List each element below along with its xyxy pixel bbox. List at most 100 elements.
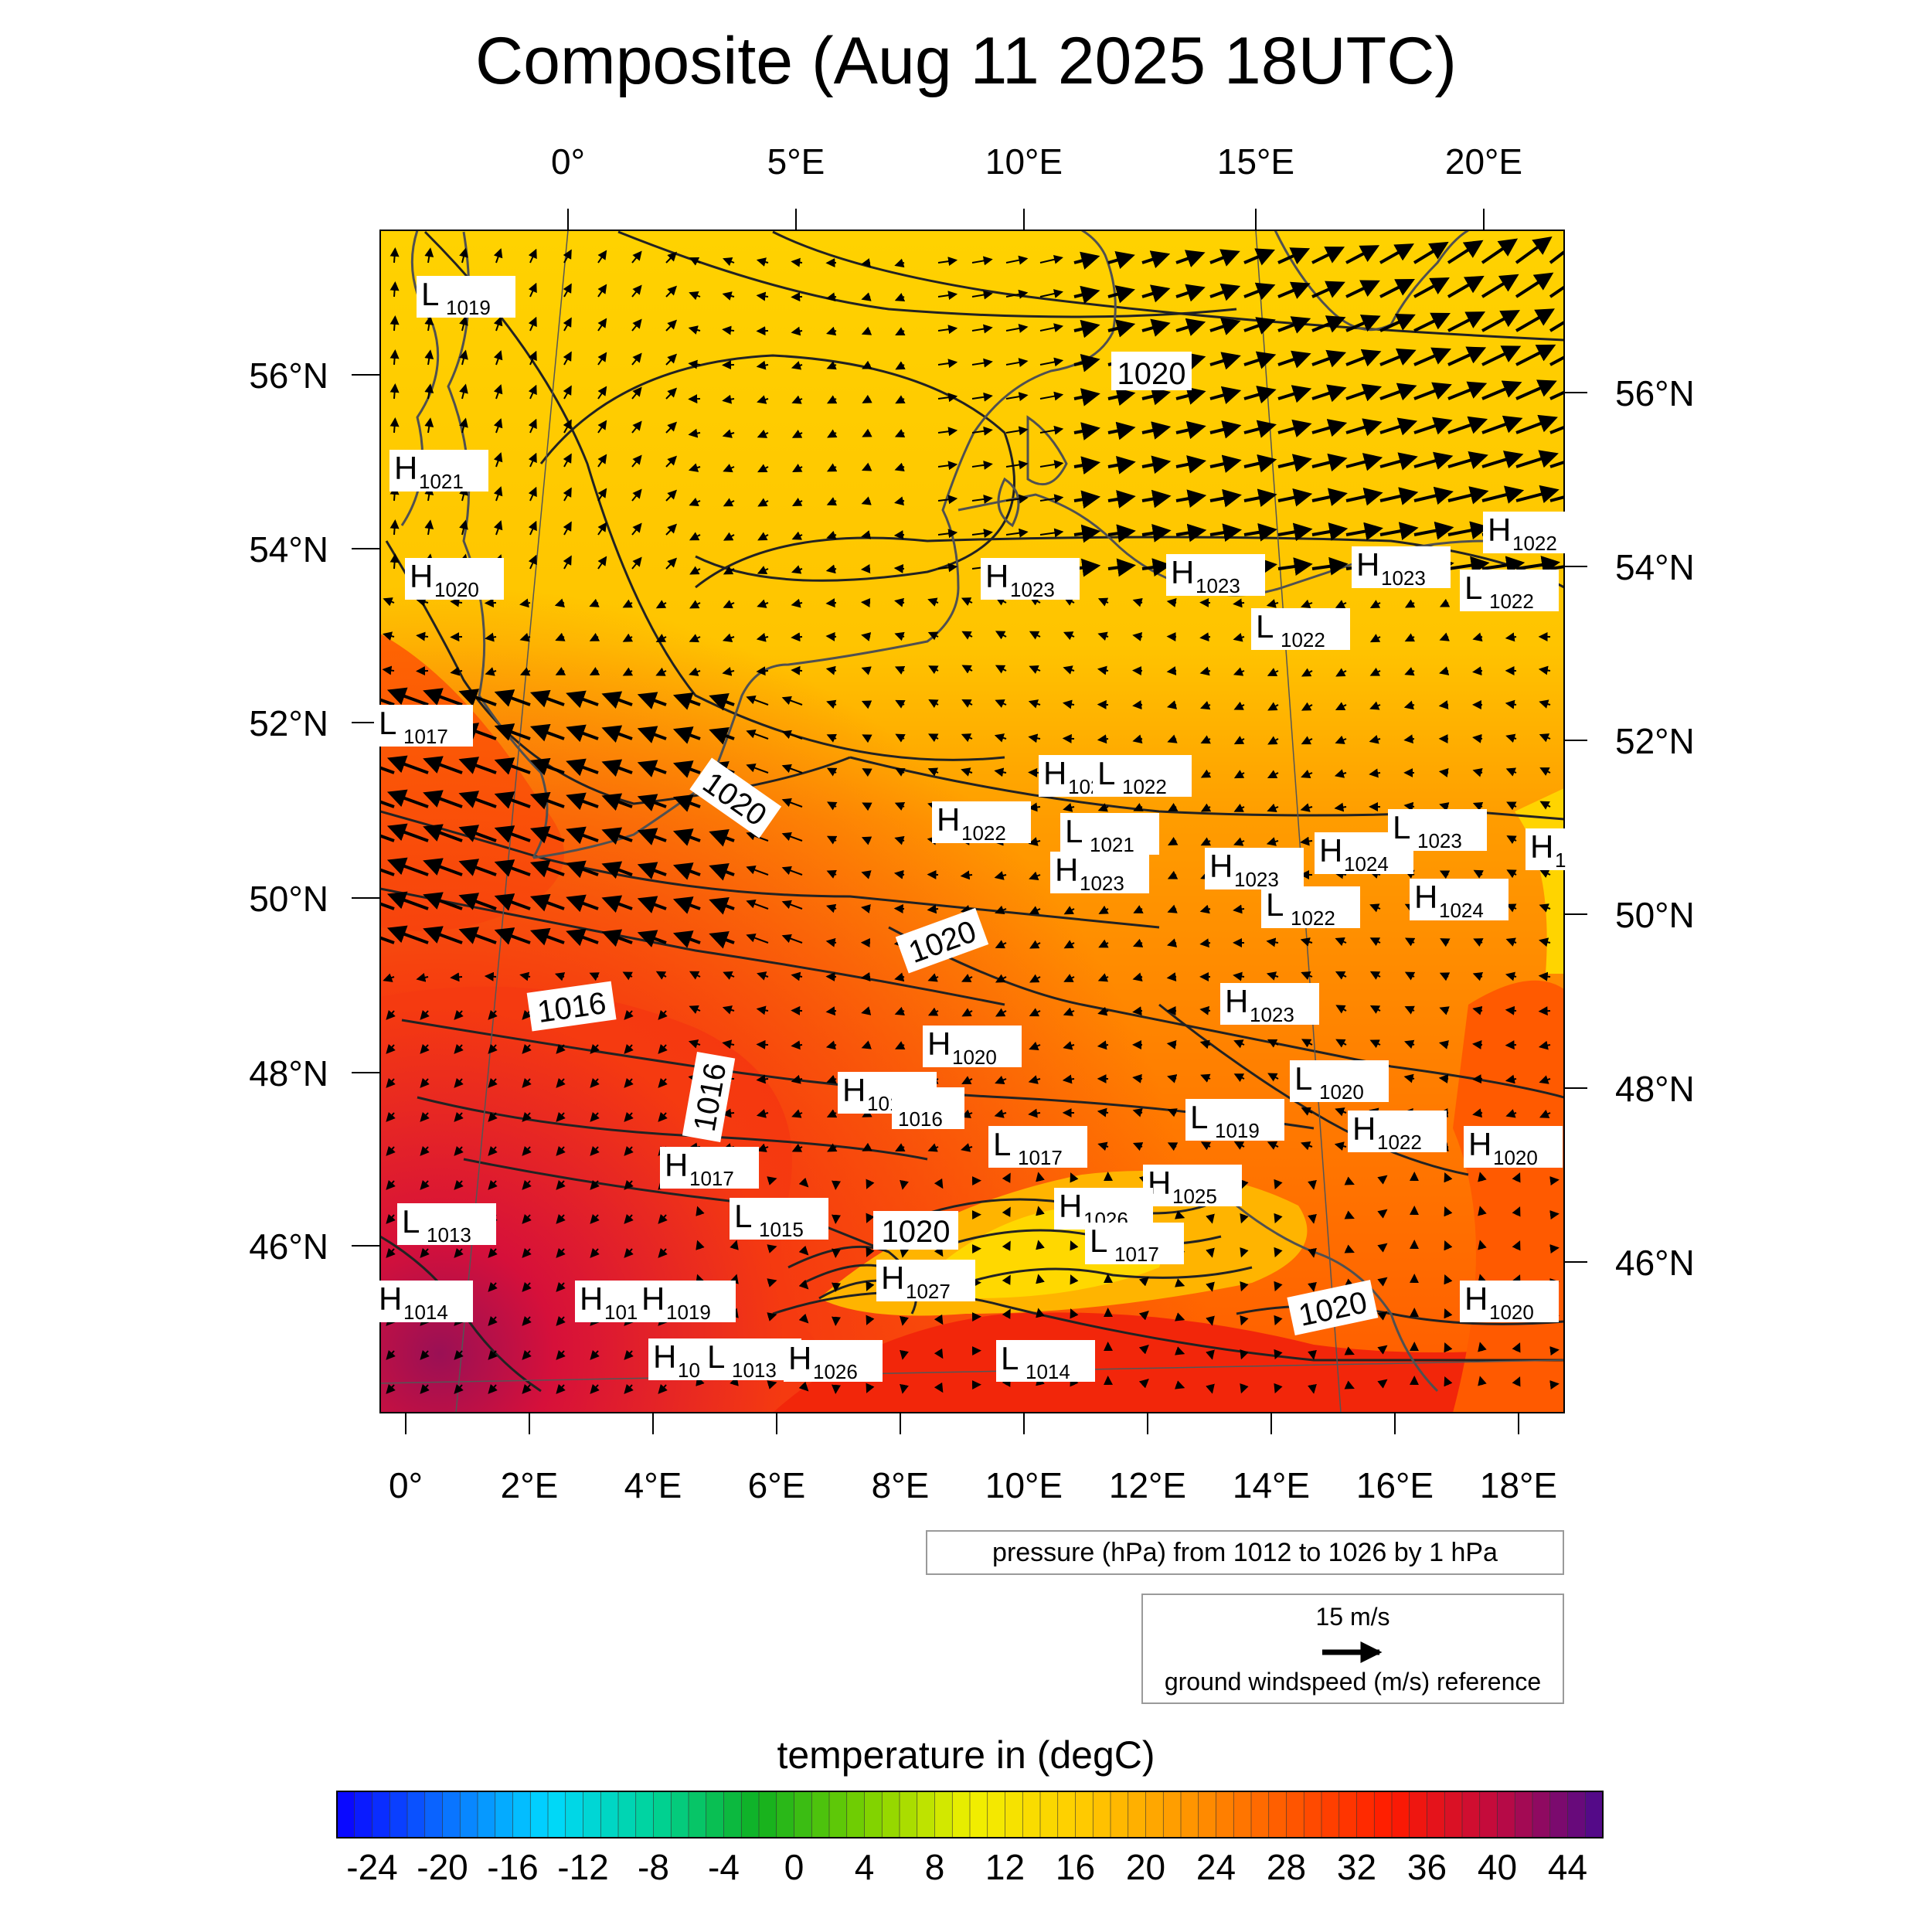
wind-vector [528, 486, 537, 502]
wind-vector [995, 940, 1007, 949]
wind-vector [1097, 734, 1109, 744]
wind-vector [488, 1383, 498, 1394]
wind-vector [894, 496, 905, 506]
wind-vector [1539, 869, 1551, 878]
wind-vector [597, 454, 607, 468]
colorbar-cell [864, 1791, 883, 1838]
wind-vector [937, 563, 958, 573]
wind-vector [826, 530, 837, 540]
wind-vector [1308, 1213, 1317, 1224]
pressure-center-label: H 1023 [1220, 983, 1319, 1026]
wind-vector [1379, 522, 1419, 540]
wind-vector [386, 1145, 396, 1156]
bottom-lon-label: 0° [389, 1465, 423, 1505]
wind-vector [792, 464, 803, 473]
pressure-center-type: L [1266, 886, 1284, 923]
colorbar-cell [688, 1791, 707, 1838]
wind-vector [1132, 1006, 1143, 1016]
wind-vector [1478, 1342, 1487, 1352]
wind-vector [971, 529, 993, 539]
wind-vector [1335, 971, 1347, 980]
wind-vector [934, 1246, 944, 1257]
wind-vector [994, 871, 1007, 880]
wind-vector [825, 1006, 837, 1016]
wind-vector [689, 634, 701, 643]
wind-vector [1413, 451, 1454, 470]
wind-vector [1505, 903, 1517, 913]
wind-vector [866, 1315, 875, 1325]
colorbar-cell [881, 1791, 900, 1838]
wind-vector [791, 1143, 803, 1152]
wind-vector [590, 1349, 600, 1360]
pressure-center-label: L 1019 [417, 276, 515, 319]
wind-vector [423, 892, 463, 910]
wind-vector [1377, 1243, 1388, 1253]
wind-vector [1138, 1344, 1149, 1355]
wind-vector [1345, 487, 1383, 506]
wind-vector [494, 757, 531, 775]
wind-vector [601, 895, 633, 913]
wind-vector [1097, 631, 1109, 641]
wind-vector [494, 825, 531, 843]
wind-vector [1335, 668, 1347, 677]
wind-vector [1107, 558, 1136, 577]
colorbar-cell [1514, 1791, 1533, 1838]
wind-vector [1447, 486, 1489, 505]
wind-vector [1029, 871, 1041, 880]
colorbar-cell [1128, 1791, 1147, 1838]
wind-vector [895, 767, 906, 777]
wind-vector [631, 522, 642, 536]
pressure-center-type: H [665, 1147, 688, 1183]
wind-vector [1200, 1141, 1212, 1151]
wind-vector [1233, 1039, 1245, 1049]
wind-vector [746, 729, 769, 740]
colorbar-cell [951, 1791, 971, 1838]
wind-vector [1200, 1073, 1211, 1083]
colorbar-cell [406, 1791, 426, 1838]
wind-vector [723, 566, 735, 575]
wind-vector [1073, 490, 1101, 509]
wind-vector [631, 420, 642, 434]
wind-vector [1132, 972, 1143, 982]
colorbar-cell [899, 1791, 918, 1838]
wind-vector [709, 726, 735, 745]
wind-vector [1439, 632, 1450, 641]
wind-vector [1311, 419, 1348, 437]
wind-vector [1444, 1240, 1453, 1251]
pressure-center-value: 1015 [759, 1218, 804, 1241]
wind-vector [1369, 667, 1381, 676]
wind-vector [624, 1009, 634, 1020]
wind-vector [1062, 1074, 1075, 1084]
wind-vector [937, 325, 958, 335]
pressure-center-type: H [1414, 879, 1437, 915]
wind-vector [1070, 1274, 1079, 1285]
wind-vector [767, 1380, 777, 1389]
wind-vector [1029, 974, 1041, 983]
wind-vector [1379, 417, 1418, 436]
wind-vector [597, 522, 607, 536]
wind-vector [488, 1281, 498, 1292]
wind-vector [1097, 665, 1109, 675]
wind-vector [1233, 1073, 1245, 1083]
pressure-center-label: H 1020 [1460, 1281, 1559, 1324]
wind-vector [937, 359, 958, 369]
wind-vector [488, 1315, 498, 1326]
wind-vector [1243, 351, 1277, 369]
wind-vector [1277, 350, 1311, 369]
wind-vector [1335, 702, 1347, 711]
wind-vector [1062, 699, 1075, 709]
wind-vector [1002, 1274, 1011, 1285]
wind-vector [1472, 802, 1484, 811]
wind-vector [522, 1009, 532, 1020]
wind-vector [1233, 598, 1245, 608]
wind-vector [1345, 418, 1383, 437]
wind-vector [994, 1109, 1007, 1118]
wind-vector [563, 317, 572, 332]
wind-vector [1063, 1041, 1075, 1050]
colorbar-cell [1286, 1791, 1304, 1838]
wind-vector [862, 394, 872, 403]
wind-vector [1233, 701, 1245, 710]
wind-vector [937, 529, 958, 539]
wind-vector [798, 1381, 809, 1392]
wind-vector [1243, 317, 1276, 335]
